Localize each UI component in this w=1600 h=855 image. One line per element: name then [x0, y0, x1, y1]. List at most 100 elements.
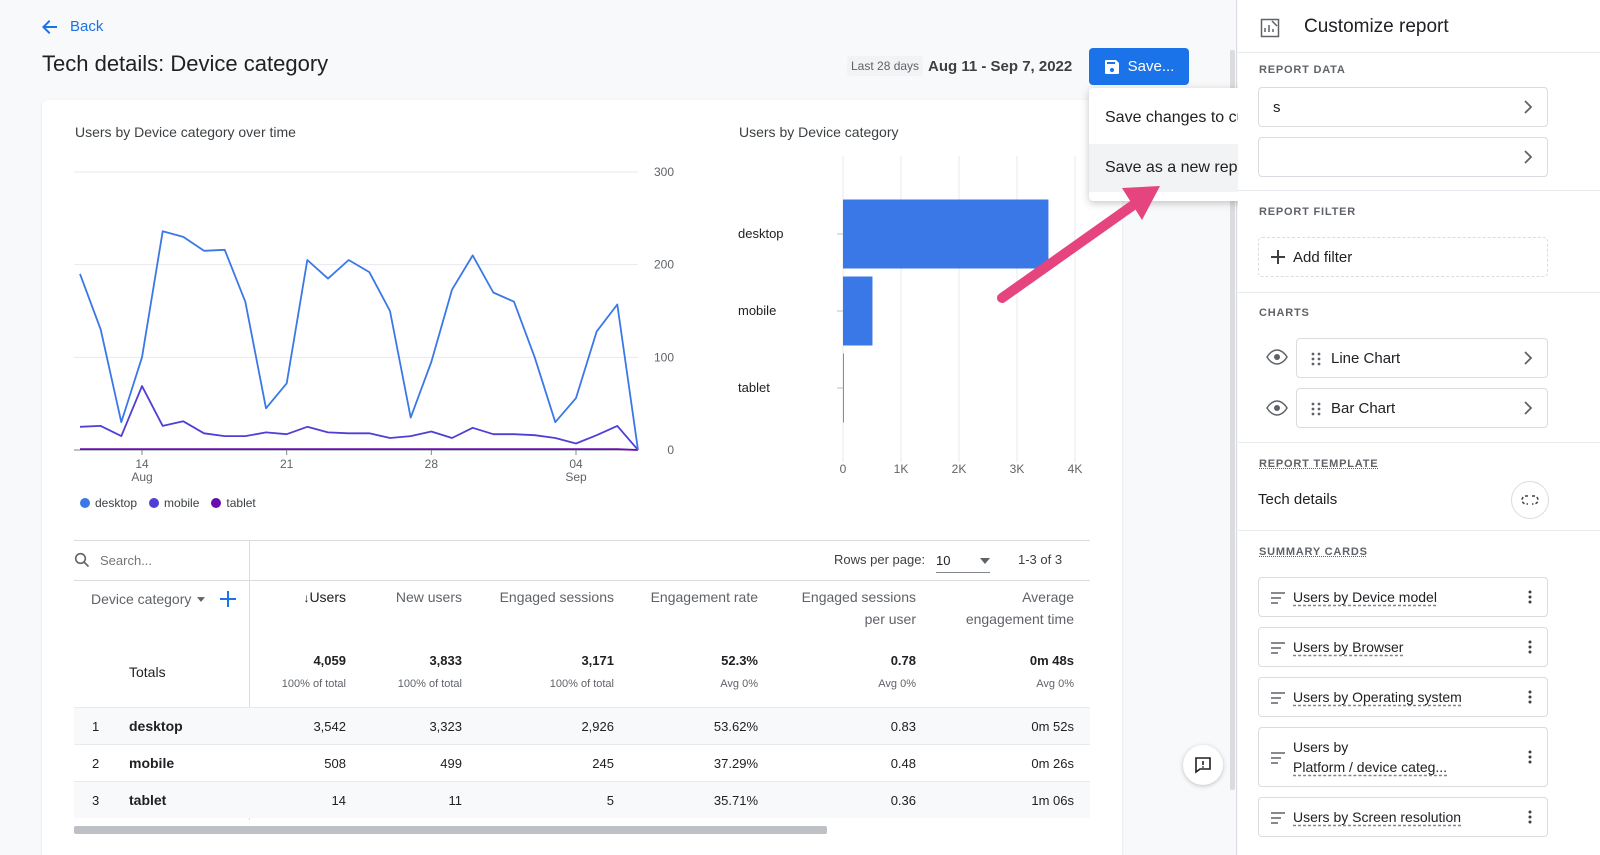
save-button[interactable]: Save...: [1089, 48, 1189, 85]
summary-card-label: Users by Device model: [1293, 589, 1437, 605]
report-data-dimensions[interactable]: s: [1258, 87, 1548, 127]
column-header[interactable]: Engagement rate: [651, 586, 758, 608]
table-row[interactable]: 2 mobile 508 499 245 37.29% 0.48 0m 26s: [74, 744, 1090, 781]
x-tick-label: 0: [840, 462, 847, 476]
column-header[interactable]: Average engagement time: [966, 586, 1074, 630]
horizontal-scrollbar[interactable]: [74, 826, 827, 834]
back-label: Back: [70, 18, 104, 35]
unlink-icon: [1521, 495, 1539, 505]
annotation-arrow-icon: [997, 186, 1160, 303]
bar-mobile: [843, 276, 873, 346]
bar-chart-title: Users by Device category: [739, 124, 899, 140]
series-line-mobile: [79, 385, 639, 451]
back-link[interactable]: Back: [42, 18, 103, 35]
summary-cards-label: SUMMARY CARDS: [1259, 546, 1368, 558]
save-icon: [1104, 59, 1119, 74]
summary-card-browser[interactable]: Users by Browser: [1258, 627, 1548, 667]
total-value: 3,171: [581, 653, 614, 668]
y-tick-label: 200: [654, 258, 674, 272]
row-dimension: desktop: [129, 718, 183, 734]
line-chart-legend: desktop mobile tablet: [80, 496, 256, 510]
legend-label: tablet: [226, 496, 256, 510]
cell-value: 14: [331, 793, 346, 808]
table-row[interactable]: 1 desktop 3,542 3,323 2,926 53.62% 0.83 0m 52s: [74, 707, 1090, 744]
eye-icon[interactable]: [1266, 400, 1288, 416]
column-header-sublabel: per user: [864, 611, 916, 627]
more-vert-icon[interactable]: [1523, 590, 1537, 604]
cell-value: 499: [440, 756, 462, 771]
eye-icon[interactable]: [1266, 349, 1288, 365]
table-row[interactable]: 3 tablet 14 11 5 35.71% 0.36 1m 06s: [74, 781, 1090, 818]
column-header-label: Engaged sessions: [499, 589, 614, 605]
line-chart-title: Users by Device category over time: [75, 124, 296, 140]
date-range-badge[interactable]: Last 28 days: [847, 56, 924, 76]
cell-value: 245: [592, 756, 614, 771]
column-header[interactable]: Engaged sessions per user: [802, 586, 916, 630]
unlink-template-button[interactable]: [1511, 481, 1549, 519]
total-subtext: 100% of total: [281, 678, 346, 690]
vertical-scrollbar[interactable]: [1230, 50, 1235, 790]
category-label: desktop: [738, 226, 784, 241]
summary-card-operating-system[interactable]: Users by Operating system: [1258, 677, 1548, 717]
feedback-button[interactable]: [1183, 745, 1223, 785]
column-header[interactable]: Engaged sessions: [500, 586, 614, 608]
more-vert-icon[interactable]: [1523, 640, 1537, 654]
legend-item-tablet[interactable]: tablet: [211, 496, 256, 510]
add-dimension-icon[interactable]: [219, 590, 237, 608]
summary-card-screen-resolution[interactable]: Users by Screen resolution: [1258, 797, 1548, 837]
x-tick-label: 2K: [952, 462, 967, 476]
row-dimension: tablet: [129, 792, 167, 808]
add-filter-button[interactable]: Add filter: [1258, 237, 1548, 277]
rows-per-page-select[interactable]: 10: [936, 549, 990, 573]
legend-item-desktop[interactable]: desktop: [80, 496, 137, 510]
cell-value: 3,542: [313, 719, 346, 734]
dimension-header[interactable]: Device category: [91, 590, 237, 608]
chart-config-label: Line Chart: [1331, 349, 1401, 367]
total-value: 0.78: [890, 653, 916, 668]
column-header[interactable]: ↓Users: [303, 586, 346, 609]
report-data-label: REPORT DATA: [1259, 64, 1346, 76]
cell-value: 53.62%: [713, 719, 758, 734]
summary-card-device-model[interactable]: Users by Device model: [1258, 577, 1548, 617]
line-chart-config[interactable]: Line Chart: [1296, 338, 1548, 378]
drag-handle-icon[interactable]: [1311, 352, 1321, 366]
list-icon: [1271, 642, 1285, 654]
data-table: Rows per page: 10 1-3 of 3 Device catego…: [74, 540, 1090, 840]
total-subtext: 100% of total: [397, 678, 462, 690]
y-tick-label: 0: [667, 443, 674, 457]
bar-chart[interactable]: 0 1K 2K 3K 4K desktop mobile tablet: [736, 150, 1096, 490]
search-icon: [74, 552, 90, 568]
cell-value: 1m 06s: [1031, 793, 1074, 808]
bar-desktop: [843, 199, 1049, 269]
more-vert-icon[interactable]: [1523, 810, 1537, 824]
feedback-icon: [1195, 757, 1211, 774]
summary-card-label: Users by Screen resolution: [1293, 809, 1462, 825]
summary-card-platform-device[interactable]: Users by Platform / device categ...: [1258, 727, 1548, 787]
date-range-text[interactable]: Aug 11 - Sep 7, 2022: [928, 58, 1073, 75]
report-template-label: REPORT TEMPLATE: [1259, 458, 1379, 470]
bar-tablet: [843, 353, 844, 423]
cell-value: 0.83: [890, 719, 916, 734]
cell-value: 0.48: [890, 756, 916, 771]
row-dimension: mobile: [129, 755, 175, 771]
totals-label: Totals: [129, 664, 166, 680]
column-header-label: Average: [1022, 589, 1074, 605]
x-tick-label: 21: [280, 457, 294, 471]
report-data-metrics[interactable]: [1258, 137, 1548, 177]
legend-item-mobile[interactable]: mobile: [149, 496, 199, 510]
more-vert-icon[interactable]: [1523, 750, 1537, 764]
more-vert-icon[interactable]: [1523, 690, 1537, 704]
save-label: Save...: [1127, 58, 1175, 75]
series-line-tablet: [80, 448, 639, 451]
column-header-label: Engaged sessions: [801, 589, 916, 605]
series-line-desktop: [79, 230, 639, 451]
bar-chart-config[interactable]: Bar Chart: [1296, 388, 1548, 428]
search-input[interactable]: [100, 552, 240, 568]
cell-value: 5: [606, 793, 614, 808]
cell-value: 2,926: [581, 719, 614, 734]
column-header-label: Engagement rate: [650, 589, 758, 605]
table-search[interactable]: [74, 552, 240, 568]
drag-handle-icon[interactable]: [1311, 402, 1321, 416]
column-header[interactable]: New users: [396, 586, 462, 608]
